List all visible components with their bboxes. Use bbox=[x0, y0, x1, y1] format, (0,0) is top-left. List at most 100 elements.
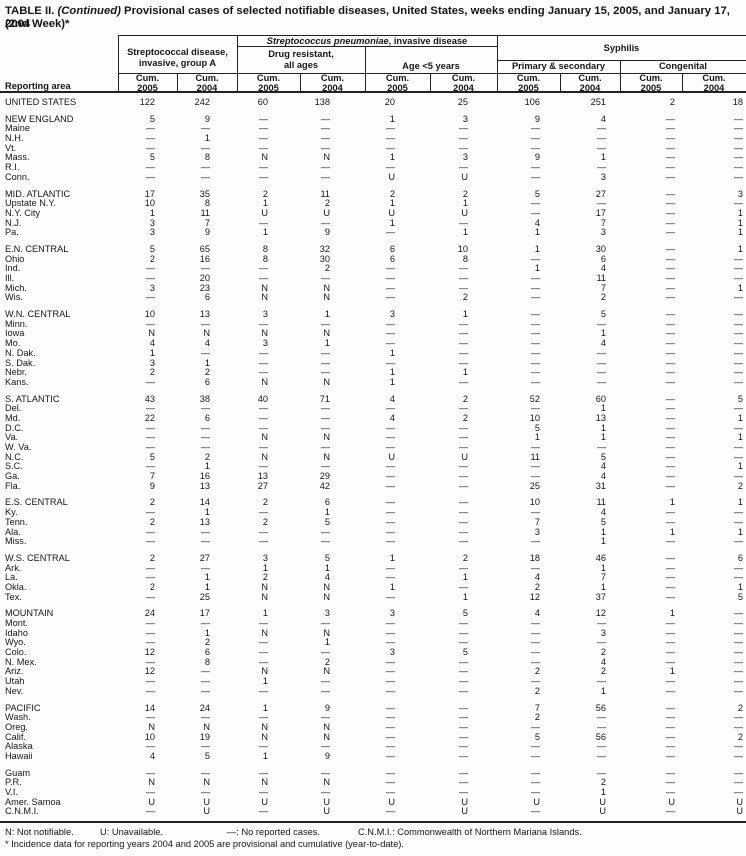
value-cell: — bbox=[530, 142, 540, 153]
value-cell: N bbox=[323, 292, 330, 303]
value-cell: N bbox=[261, 721, 268, 732]
value-cell: 7 bbox=[600, 572, 606, 583]
value-cell: — bbox=[458, 516, 468, 527]
value-cell: — bbox=[145, 461, 155, 472]
value-cell: — bbox=[385, 618, 395, 628]
value-cell: 1 bbox=[462, 309, 468, 320]
value-cell: 8 bbox=[462, 253, 468, 264]
table-row: Nebr. 2 2 — — 1 1 — — — — bbox=[0, 367, 746, 378]
value-cell: 4 bbox=[204, 338, 210, 349]
value-cell: — bbox=[665, 712, 675, 723]
value-cell: — bbox=[458, 318, 468, 329]
value-cell: 1 bbox=[600, 403, 606, 414]
value-cell: 1 bbox=[389, 113, 395, 124]
value-cell: — bbox=[320, 618, 330, 628]
value-cell: — bbox=[733, 767, 743, 778]
value-cell: — bbox=[596, 376, 606, 387]
value-cell: — bbox=[458, 442, 468, 452]
value-cell: 30 bbox=[319, 253, 330, 264]
table-title-rest: Provisional cases of selected notifiable… bbox=[5, 5, 730, 30]
value-cell: 2 bbox=[462, 188, 468, 199]
value-cell: — bbox=[530, 367, 540, 378]
value-cell: — bbox=[385, 318, 395, 329]
value-cell: 6 bbox=[600, 253, 606, 264]
value-cell: 1 bbox=[600, 536, 606, 547]
value-cell: — bbox=[596, 347, 606, 358]
value-cell: — bbox=[385, 562, 395, 573]
value-cell: — bbox=[530, 171, 540, 182]
value-cell: — bbox=[145, 403, 155, 414]
value-cell: — bbox=[596, 318, 606, 329]
value-cell: N bbox=[148, 328, 155, 339]
value-cell: — bbox=[596, 712, 606, 723]
value-cell: — bbox=[665, 273, 675, 283]
value-cell: 20 bbox=[199, 273, 210, 283]
value-cell: — bbox=[458, 787, 468, 797]
value-cell: 3 bbox=[462, 113, 468, 124]
value-cell: — bbox=[320, 676, 330, 687]
value-cell: — bbox=[458, 338, 468, 349]
value-cell: — bbox=[145, 787, 155, 797]
value-cell: — bbox=[665, 142, 675, 153]
value-cell: — bbox=[200, 666, 210, 677]
value-cell: — bbox=[145, 637, 155, 648]
value-cell: 2 bbox=[534, 581, 540, 592]
value-cell: — bbox=[665, 572, 675, 583]
value-cell: 2 bbox=[600, 666, 606, 677]
value-cell: 27 bbox=[257, 480, 268, 491]
header-divider bbox=[118, 35, 119, 93]
value-cell: N bbox=[148, 721, 155, 732]
region-group: Guam — — — — — — — — — — P.R. N N N N — — —2— — V.I. — — — — — — —1… bbox=[0, 767, 746, 817]
value-cell: 2 bbox=[204, 637, 210, 648]
value-cell: — bbox=[733, 133, 743, 144]
value-cell: — bbox=[530, 292, 540, 303]
value-cell: 106 bbox=[524, 97, 540, 107]
reporting-area-cell: Okla. bbox=[5, 582, 27, 592]
header-divider bbox=[365, 46, 366, 93]
value-cell: — bbox=[733, 328, 743, 339]
value-cell: — bbox=[665, 367, 675, 378]
value-cell: — bbox=[320, 133, 330, 144]
value-cell: — bbox=[530, 656, 540, 667]
value-cell: — bbox=[665, 393, 675, 404]
value-cell: — bbox=[458, 562, 468, 573]
value-cell: — bbox=[733, 656, 743, 667]
value-cell: 3 bbox=[262, 552, 268, 563]
value-cell: — bbox=[385, 461, 395, 472]
value-cell: — bbox=[320, 113, 330, 124]
value-cell: 7 bbox=[534, 516, 540, 527]
value-cell: — bbox=[733, 253, 743, 264]
value-cell: — bbox=[385, 702, 395, 713]
header-divider bbox=[177, 73, 178, 93]
table-row: V.I. — — — — — — — 1 — — bbox=[0, 787, 746, 798]
value-cell: — bbox=[458, 685, 468, 696]
value-cell: — bbox=[458, 347, 468, 358]
strep-a-line1: Streptococcal disease, bbox=[127, 47, 228, 57]
reporting-area-cell: N.Y. City bbox=[5, 208, 41, 218]
value-cell: — bbox=[733, 676, 743, 687]
value-cell: — bbox=[665, 536, 675, 547]
reporting-area-cell: MID. ATLANTIC bbox=[5, 189, 71, 199]
drug-resistant-line2: all ages bbox=[283, 59, 319, 70]
table-row: R.I. — — — — — — — — — — bbox=[0, 162, 746, 173]
value-cell: — bbox=[458, 497, 468, 508]
value-cell: — bbox=[733, 777, 743, 788]
value-cell: — bbox=[530, 536, 540, 547]
reporting-area-cell: Ind. bbox=[5, 264, 21, 274]
footnote-incidence: * Incidence data for reporting years 200… bbox=[5, 839, 404, 849]
value-cell: 4 bbox=[149, 338, 155, 349]
value-cell: U bbox=[203, 806, 210, 817]
value-cell: — bbox=[458, 162, 468, 173]
value-cell: 8 bbox=[204, 656, 210, 667]
value-cell: — bbox=[733, 685, 743, 696]
value-cell: N bbox=[261, 777, 268, 788]
value-cell: N bbox=[323, 721, 330, 732]
value-cell: — bbox=[665, 471, 675, 482]
reporting-area-cell: S. Dak. bbox=[5, 358, 36, 368]
value-cell: 10 bbox=[144, 731, 155, 742]
value-cell: — bbox=[385, 637, 395, 648]
value-cell: — bbox=[385, 507, 395, 518]
reporting-area-cell: Utah bbox=[5, 677, 25, 687]
value-cell: — bbox=[665, 133, 675, 144]
value-cell: — bbox=[530, 676, 540, 687]
